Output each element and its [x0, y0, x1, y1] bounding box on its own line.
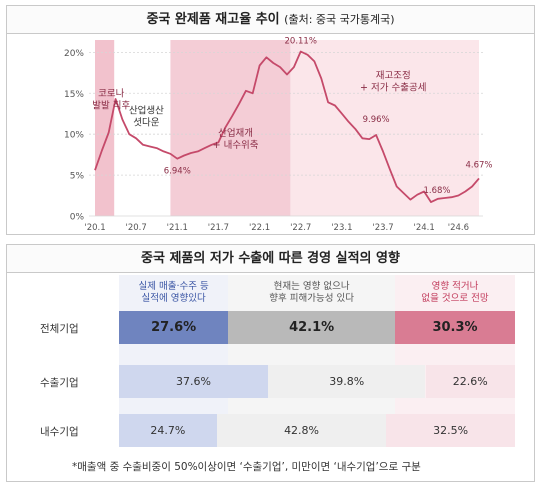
shaded-period-band: [95, 40, 115, 216]
x-tick-label: '24.6: [448, 223, 469, 233]
bar-segment: 32.5%: [386, 414, 515, 447]
bar-segment: 42.1%: [228, 311, 395, 344]
chart-title-text: 중국 완제품 재고율 추이: [146, 12, 280, 27]
bar-segment: 37.6%: [119, 365, 268, 398]
x-tick-label: '22.1: [249, 223, 270, 233]
x-tick-label: '22.7: [290, 223, 311, 233]
y-tick-label: 0%: [70, 213, 85, 223]
x-tick-label: '21.1: [167, 223, 188, 233]
impact-title-text: 중국 제품의 저가 수출에 따른 경영 실적의 영향: [141, 251, 400, 266]
bar-segment: 30.3%: [395, 311, 515, 344]
legend-header: 영향 적거나 없을 것으로 전망: [395, 281, 515, 305]
inventory-chart-title: 중국 완제품 재고율 추이 (출처: 중국 국가통계국): [7, 6, 534, 34]
inventory-rate-panel: 중국 완제품 재고율 추이 (출처: 중국 국가통계국) 0% 5% 10% 15% 2…: [6, 5, 535, 235]
row-label: 내수기업: [40, 426, 79, 438]
legend-header-line: 없을 것으로 전망: [421, 293, 489, 304]
legend-header-line: 영향 적거나: [431, 281, 479, 292]
impact-chart-title: 중국 제품의 저가 수출에 따른 경영 실적의 영향: [7, 245, 534, 273]
x-tick-label: '24.1: [414, 223, 435, 233]
legend-header-line: 향후 피해가능성 있다: [269, 293, 354, 304]
legend-header-line: 실적에 영향있다: [141, 293, 206, 304]
data-label: 4.67%: [465, 160, 492, 170]
chart-source-text: (출처: 중국 국가통계국): [284, 13, 395, 26]
y-tick-label: 5%: [70, 172, 85, 182]
bar-segment: 42.8%: [216, 414, 387, 447]
row-label: 전체기업: [40, 323, 79, 335]
inventory-line-chart: 0% 5% 10% 15% 20% '20.1 '20.7 '21.1 '21.7 '22.1 '2…: [64, 37, 493, 233]
data-label: 9.96%: [363, 115, 390, 125]
legend-header-line: 실제 매출·수주 등: [138, 281, 209, 292]
annotation-text: 재고조정: [376, 71, 411, 82]
legend-header: 현재는 영향 없으나 향후 피해가능성 있다: [228, 281, 395, 305]
bar-segment: 39.8%: [267, 365, 426, 398]
annotation-text: + 저가 수출공세: [360, 83, 426, 94]
annotation-text: + 내수위축: [213, 139, 259, 151]
data-label: 6.94%: [164, 167, 191, 177]
data-label: 1.68%: [423, 186, 450, 196]
shaded-period-band: [170, 40, 291, 216]
y-tick-label: 20%: [64, 49, 84, 59]
annotation-text: 산업재개: [218, 127, 253, 139]
annotation-text: 발발 직후: [92, 101, 130, 112]
shaded-period-band: [290, 40, 479, 216]
row-label: 수출기업: [40, 377, 79, 389]
x-tick-label: '20.1: [84, 223, 105, 233]
x-tick-label: '23.1: [331, 223, 352, 233]
bar-segment: 27.6%: [119, 311, 229, 344]
x-tick-label: '21.7: [208, 223, 229, 233]
bar-segment: 24.7%: [119, 414, 217, 447]
inventory-rate-line: [94, 50, 480, 204]
data-label: 20.11%: [285, 37, 317, 47]
legend-header: 실제 매출·수주 등 실적에 영향있다: [119, 281, 228, 305]
annotation-text: 산업생산: [129, 105, 164, 117]
bar-segment: 22.6%: [425, 365, 515, 398]
annotation-text: 코로나: [98, 89, 124, 100]
legend-header-line: 현재는 영향 없으나: [273, 281, 350, 292]
y-tick-label: 10%: [64, 131, 84, 141]
x-tick-label: '20.7: [126, 223, 147, 233]
x-tick-label: '23.7: [372, 223, 393, 233]
y-tick-label: 15%: [64, 90, 84, 100]
annotation-text: 셧다운: [133, 118, 159, 129]
footnote: *매출액 중 수출비중이 50%이상이면 ‘수출기업’, 미만이면 ‘내수기업’…: [72, 461, 421, 473]
